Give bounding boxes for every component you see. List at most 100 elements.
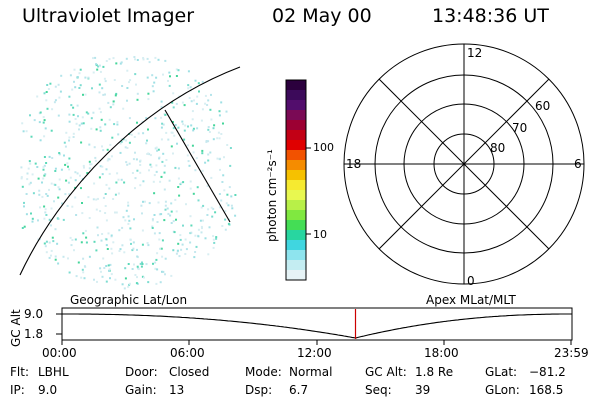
emission-pixel: [234, 214, 237, 217]
emission-pixel: [96, 280, 98, 283]
emission-pixel: [220, 199, 223, 202]
emission-pixel: [200, 231, 203, 234]
info-value: Closed: [169, 365, 210, 379]
emission-pixel: [170, 274, 173, 277]
emission-pixel: [125, 209, 128, 212]
emission-pixel: [130, 242, 132, 245]
emission-pixel: [133, 218, 135, 221]
emission-pixel: [121, 226, 124, 229]
emission-pixel: [45, 91, 48, 93]
colorbar-cell: [286, 90, 306, 101]
emission-pixel: [214, 211, 217, 214]
emission-pixel: [190, 231, 193, 234]
emission-pixel: [50, 129, 53, 132]
emission-pixel: [100, 239, 103, 242]
emission-pixel: [200, 225, 203, 228]
emission-pixel: [177, 186, 180, 188]
emission-pixel: [52, 240, 55, 243]
emission-pixel: [31, 173, 34, 176]
emission-pixel: [114, 278, 117, 281]
emission-pixel: [169, 75, 171, 78]
emission-pixel: [123, 181, 126, 184]
emission-pixel: [234, 194, 237, 196]
emission-pixel: [90, 163, 93, 166]
emission-pixel: [160, 126, 163, 129]
emission-pixel: [125, 139, 128, 142]
emission-pixel: [197, 228, 200, 231]
emission-pixel: [28, 183, 31, 186]
emission-pixel: [93, 182, 96, 185]
emission-pixel: [153, 192, 156, 195]
emission-pixel: [99, 165, 102, 168]
emission-pixel: [164, 200, 167, 203]
emission-pixel: [83, 265, 86, 268]
emission-pixel: [50, 249, 53, 252]
emission-pixel: [133, 56, 136, 58]
emission-pixel: [227, 222, 230, 225]
emission-pixel: [204, 102, 207, 105]
info-key: GLon:: [485, 383, 520, 397]
emission-pixel: [128, 162, 131, 165]
emission-pixel: [197, 235, 200, 238]
emission-pixel: [168, 71, 171, 74]
emission-pixel: [63, 141, 66, 144]
emission-pixel: [191, 110, 194, 113]
emission-pixel: [146, 76, 149, 79]
emission-pixel: [231, 207, 234, 210]
colorbar-cell: [286, 240, 306, 251]
emission-pixel: [108, 268, 111, 271]
emission-pixel: [190, 224, 193, 227]
emission-pixel: [225, 110, 228, 113]
emission-pixel: [152, 262, 154, 265]
emission-pixel: [22, 130, 25, 133]
emission-pixel: [119, 151, 122, 154]
emission-pixel: [153, 232, 156, 235]
emission-pixel: [48, 241, 51, 244]
emission-pixel: [46, 194, 49, 197]
apex-label: Apex MLat/MLT: [426, 293, 516, 307]
emission-pixel: [155, 146, 158, 149]
emission-pixel: [151, 219, 154, 222]
emission-pixel: [110, 273, 113, 276]
emission-pixel: [164, 257, 167, 260]
emission-pixel: [134, 58, 136, 61]
emission-pixel: [140, 265, 143, 268]
emission-pixel: [98, 83, 101, 86]
emission-pixel: [105, 183, 108, 186]
emission-pixel: [162, 270, 165, 273]
emission-pixel: [164, 208, 167, 211]
emission-pixel: [216, 157, 219, 160]
emission-pixel: [98, 91, 101, 94]
emission-pixel: [128, 282, 131, 285]
emission-pixel: [78, 124, 81, 127]
emission-pixel: [72, 136, 75, 138]
emission-pixel: [88, 255, 91, 258]
emission-pixel: [65, 179, 68, 182]
emission-pixel: [158, 213, 161, 216]
emission-pixel: [132, 158, 135, 161]
emission-pixel: [177, 126, 180, 129]
emission-pixel: [164, 204, 167, 207]
emission-pixel: [68, 136, 71, 139]
emission-pixel: [109, 143, 112, 146]
emission-pixel: [57, 83, 60, 86]
emission-pixel: [102, 65, 105, 68]
emission-pixel: [210, 206, 213, 209]
polar-lat-60: 60: [535, 99, 551, 113]
emission-pixel: [161, 255, 164, 258]
emission-pixel: [155, 170, 158, 173]
emission-pixel: [176, 142, 178, 145]
emission-pixel: [95, 198, 98, 201]
emission-pixel: [170, 145, 173, 148]
emission-pixel: [31, 217, 34, 220]
emission-pixel: [136, 59, 139, 61]
emission-pixel: [72, 113, 75, 116]
emission-pixel: [184, 238, 187, 241]
emission-pixel: [126, 147, 129, 149]
emission-pixel: [53, 101, 56, 104]
emission-pixel: [146, 57, 149, 60]
emission-pixel: [172, 127, 175, 130]
emission-pixel: [23, 205, 25, 208]
emission-pixel: [160, 116, 163, 119]
emission-pixel: [122, 216, 125, 219]
